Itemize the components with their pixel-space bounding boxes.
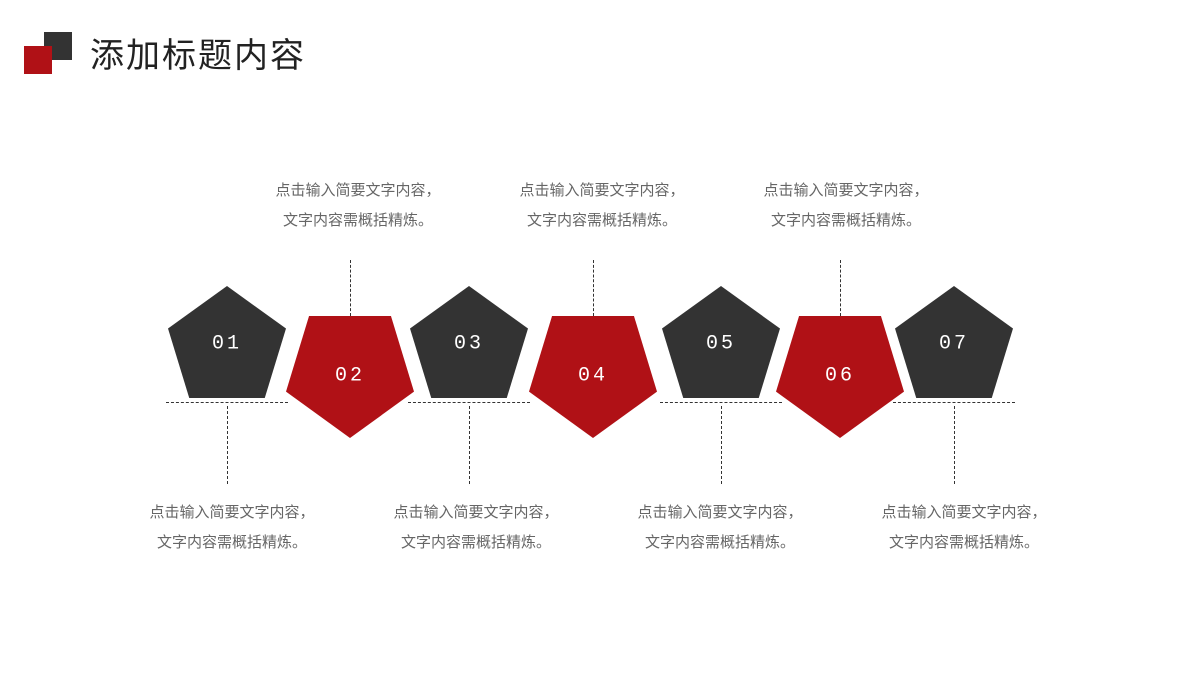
underline-05 <box>660 402 782 403</box>
caption-line2-07: 文字内容需概括精炼。 <box>844 528 1084 558</box>
caption-line2-05: 文字内容需概括精炼。 <box>600 528 840 558</box>
pentagon-05: 05 <box>662 286 780 398</box>
connector-07 <box>954 406 955 484</box>
connector-03 <box>469 406 470 484</box>
caption-line2-02: 文字内容需概括精炼。 <box>238 206 478 236</box>
caption-line2-01: 文字内容需概括精炼。 <box>112 528 352 558</box>
caption-05: 点击输入简要文字内容，文字内容需概括精炼。 <box>600 498 840 558</box>
caption-line1-04: 点击输入简要文字内容， <box>482 176 722 206</box>
pentagon-01: 01 <box>168 286 286 398</box>
caption-01: 点击输入简要文字内容，文字内容需概括精炼。 <box>112 498 352 558</box>
pentagon-02: 02 <box>286 316 414 438</box>
caption-line2-03: 文字内容需概括精炼。 <box>356 528 596 558</box>
caption-line1-06: 点击输入简要文字内容， <box>726 176 966 206</box>
caption-03: 点击输入简要文字内容，文字内容需概括精炼。 <box>356 498 596 558</box>
connector-06 <box>840 260 841 316</box>
pentagon-04: 04 <box>529 316 657 438</box>
caption-04: 点击输入简要文字内容，文字内容需概括精炼。 <box>482 176 722 236</box>
caption-line2-04: 文字内容需概括精炼。 <box>482 206 722 236</box>
pentagon-label-06: 06 <box>825 364 855 387</box>
connector-04 <box>593 260 594 316</box>
underline-07 <box>893 402 1015 403</box>
caption-06: 点击输入简要文字内容，文字内容需概括精炼。 <box>726 176 966 236</box>
underline-01 <box>166 402 288 403</box>
caption-line2-06: 文字内容需概括精炼。 <box>726 206 966 236</box>
diagram-stage: 01点击输入简要文字内容，文字内容需概括精炼。02点击输入简要文字内容，文字内容… <box>0 0 1200 680</box>
caption-line1-02: 点击输入简要文字内容， <box>238 176 478 206</box>
pentagon-label-05: 05 <box>706 332 736 355</box>
caption-line1-05: 点击输入简要文字内容， <box>600 498 840 528</box>
connector-01 <box>227 406 228 484</box>
pentagon-label-07: 07 <box>939 332 969 355</box>
caption-line1-07: 点击输入简要文字内容， <box>844 498 1084 528</box>
pentagon-07: 07 <box>895 286 1013 398</box>
pentagon-label-02: 02 <box>335 364 365 387</box>
slide: 添加标题内容 01点击输入简要文字内容，文字内容需概括精炼。02点击输入简要文字… <box>0 0 1200 680</box>
caption-07: 点击输入简要文字内容，文字内容需概括精炼。 <box>844 498 1084 558</box>
pentagon-06: 06 <box>776 316 904 438</box>
connector-05 <box>721 406 722 484</box>
underline-03 <box>408 402 530 403</box>
connector-02 <box>350 260 351 316</box>
caption-02: 点击输入简要文字内容，文字内容需概括精炼。 <box>238 176 478 236</box>
pentagon-03: 03 <box>410 286 528 398</box>
caption-line1-03: 点击输入简要文字内容， <box>356 498 596 528</box>
caption-line1-01: 点击输入简要文字内容， <box>112 498 352 528</box>
pentagon-label-01: 01 <box>212 332 242 355</box>
pentagon-label-04: 04 <box>578 364 608 387</box>
pentagon-label-03: 03 <box>454 332 484 355</box>
